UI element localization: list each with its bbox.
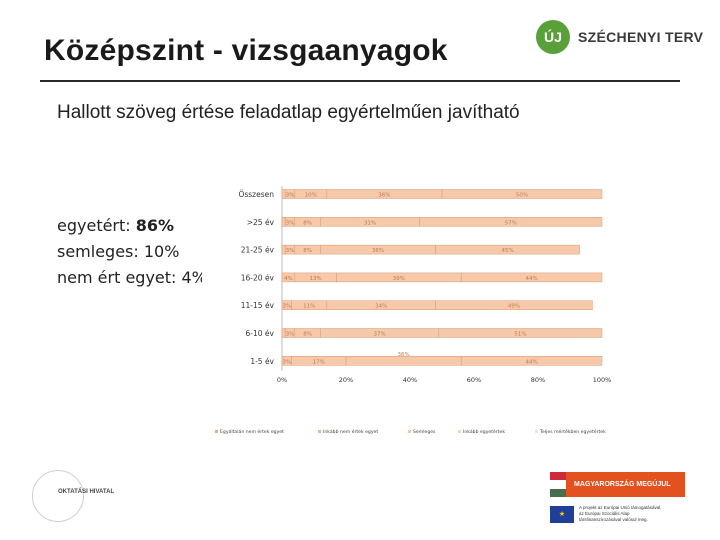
data-label: 49%	[508, 304, 520, 310]
data-label: 4%	[284, 276, 293, 282]
data-label: 3%	[286, 193, 295, 199]
eu-line-1: A projekt az Európai Unió támogatásával,	[579, 505, 662, 510]
logo-text: SZÉCHENYI TERV	[578, 29, 704, 45]
data-label: 51%	[514, 332, 526, 338]
x-tick-label: 100%	[593, 376, 612, 384]
eu-line-2: az Európai Szociális Alap	[579, 511, 630, 516]
summary-agree-value: 86%	[135, 216, 175, 235]
legend-label: Egyáltalán nem értek egyet	[220, 428, 284, 435]
eu-text: A projekt az Európai Unió támogatásával,…	[579, 505, 662, 523]
data-label: 44%	[525, 359, 537, 365]
legend-swatch	[215, 430, 218, 433]
x-tick-label: 40%	[403, 376, 417, 384]
magyarorszag-megujul-banner: MAGYARORSZÁG MEGÚJUL	[550, 472, 685, 497]
data-label: 31%	[364, 220, 376, 226]
summary-disagree: nem ért egyet: 4%	[57, 268, 202, 287]
data-label: 34%	[375, 304, 387, 310]
x-tick-label: 60%	[467, 376, 481, 384]
data-label: 36%	[378, 193, 390, 199]
category-label: 6-10 év	[246, 329, 275, 338]
title-divider	[40, 80, 680, 82]
summary-neutral: semleges: 10%	[57, 242, 180, 261]
legend-label: Teljes mértékben egyetértek	[539, 428, 606, 435]
legend-label: Semleges	[413, 429, 436, 435]
bar-segment	[435, 300, 593, 310]
slide-title: Középszint - vizsgaanyagok	[44, 34, 448, 67]
szechenyi-terv-logo: ÚJ SZÉCHENYI TERV	[536, 20, 703, 54]
category-label: 1-5 év	[250, 357, 274, 366]
eu-flag-icon: ★	[550, 505, 574, 523]
data-label: 37%	[373, 332, 385, 338]
data-label: 50%	[516, 193, 528, 199]
legend-label: Inkább nem értek egyet	[323, 428, 378, 435]
legend-swatch	[408, 430, 411, 433]
data-label: 8%	[303, 248, 312, 254]
bar-segment	[435, 244, 580, 255]
eu-line-3: társfinanszírozásával valósul meg.	[579, 517, 648, 522]
hungarian-flag-icon	[550, 472, 566, 497]
data-label: 3%	[286, 248, 295, 254]
category-label: 16-20 év	[241, 273, 275, 282]
x-tick-label: 80%	[531, 376, 545, 384]
data-label: 36%	[397, 352, 409, 358]
bar-segment	[460, 356, 603, 366]
oktatasi-hivatal-logo: OKTATÁSI HIVATAL	[32, 470, 115, 522]
data-label: 57%	[505, 220, 517, 226]
legend-swatch	[535, 430, 538, 433]
data-label: 17%	[313, 359, 325, 365]
bar-segment	[441, 189, 603, 199]
data-label: 11%	[303, 304, 315, 310]
legend-label: Inkább egyetértek	[463, 428, 505, 435]
data-label: 10%	[305, 193, 317, 199]
office-name: OKTATÁSI HIVATAL	[58, 489, 115, 495]
data-label: 13%	[309, 276, 321, 282]
bar-segment	[438, 328, 603, 338]
bar-segment	[419, 217, 603, 227]
summary-agree-label: egyetért:	[57, 216, 136, 235]
data-label: 3%	[282, 304, 291, 310]
data-label: 39%	[393, 276, 405, 282]
category-label: 11-15 év	[241, 301, 275, 310]
x-tick-label: 20%	[339, 376, 353, 384]
data-label: 45%	[501, 248, 513, 254]
category-label: Összesen	[238, 190, 274, 199]
category-label: >25 év	[247, 218, 275, 227]
legend-swatch	[318, 430, 321, 433]
data-label: 36%	[372, 248, 384, 254]
x-tick-label: 0%	[277, 376, 287, 384]
data-label: 3%	[286, 220, 295, 226]
category-label: 21-25 év	[241, 246, 275, 255]
eu-funding-note: ★ A projekt az Európai Unió támogatásáva…	[550, 501, 685, 527]
summary-agree: egyetért: 86%	[57, 213, 202, 239]
data-label: 3%	[286, 332, 295, 338]
data-label: 8%	[303, 220, 312, 226]
data-label: 44%	[525, 276, 537, 282]
summary-box: egyetért: 86% semleges: 10% nem ért egye…	[57, 213, 202, 291]
slide-subtitle: Hallott szöveg értése feladatlap egyérte…	[57, 102, 520, 123]
logo-ring	[32, 470, 84, 522]
legend-swatch	[458, 430, 461, 433]
data-label: 8%	[303, 332, 312, 338]
banner-text: MAGYARORSZÁG MEGÚJUL	[574, 481, 671, 488]
logo-mark: ÚJ	[536, 20, 570, 54]
data-label: 3%	[282, 359, 291, 365]
bar-segment	[460, 272, 603, 283]
